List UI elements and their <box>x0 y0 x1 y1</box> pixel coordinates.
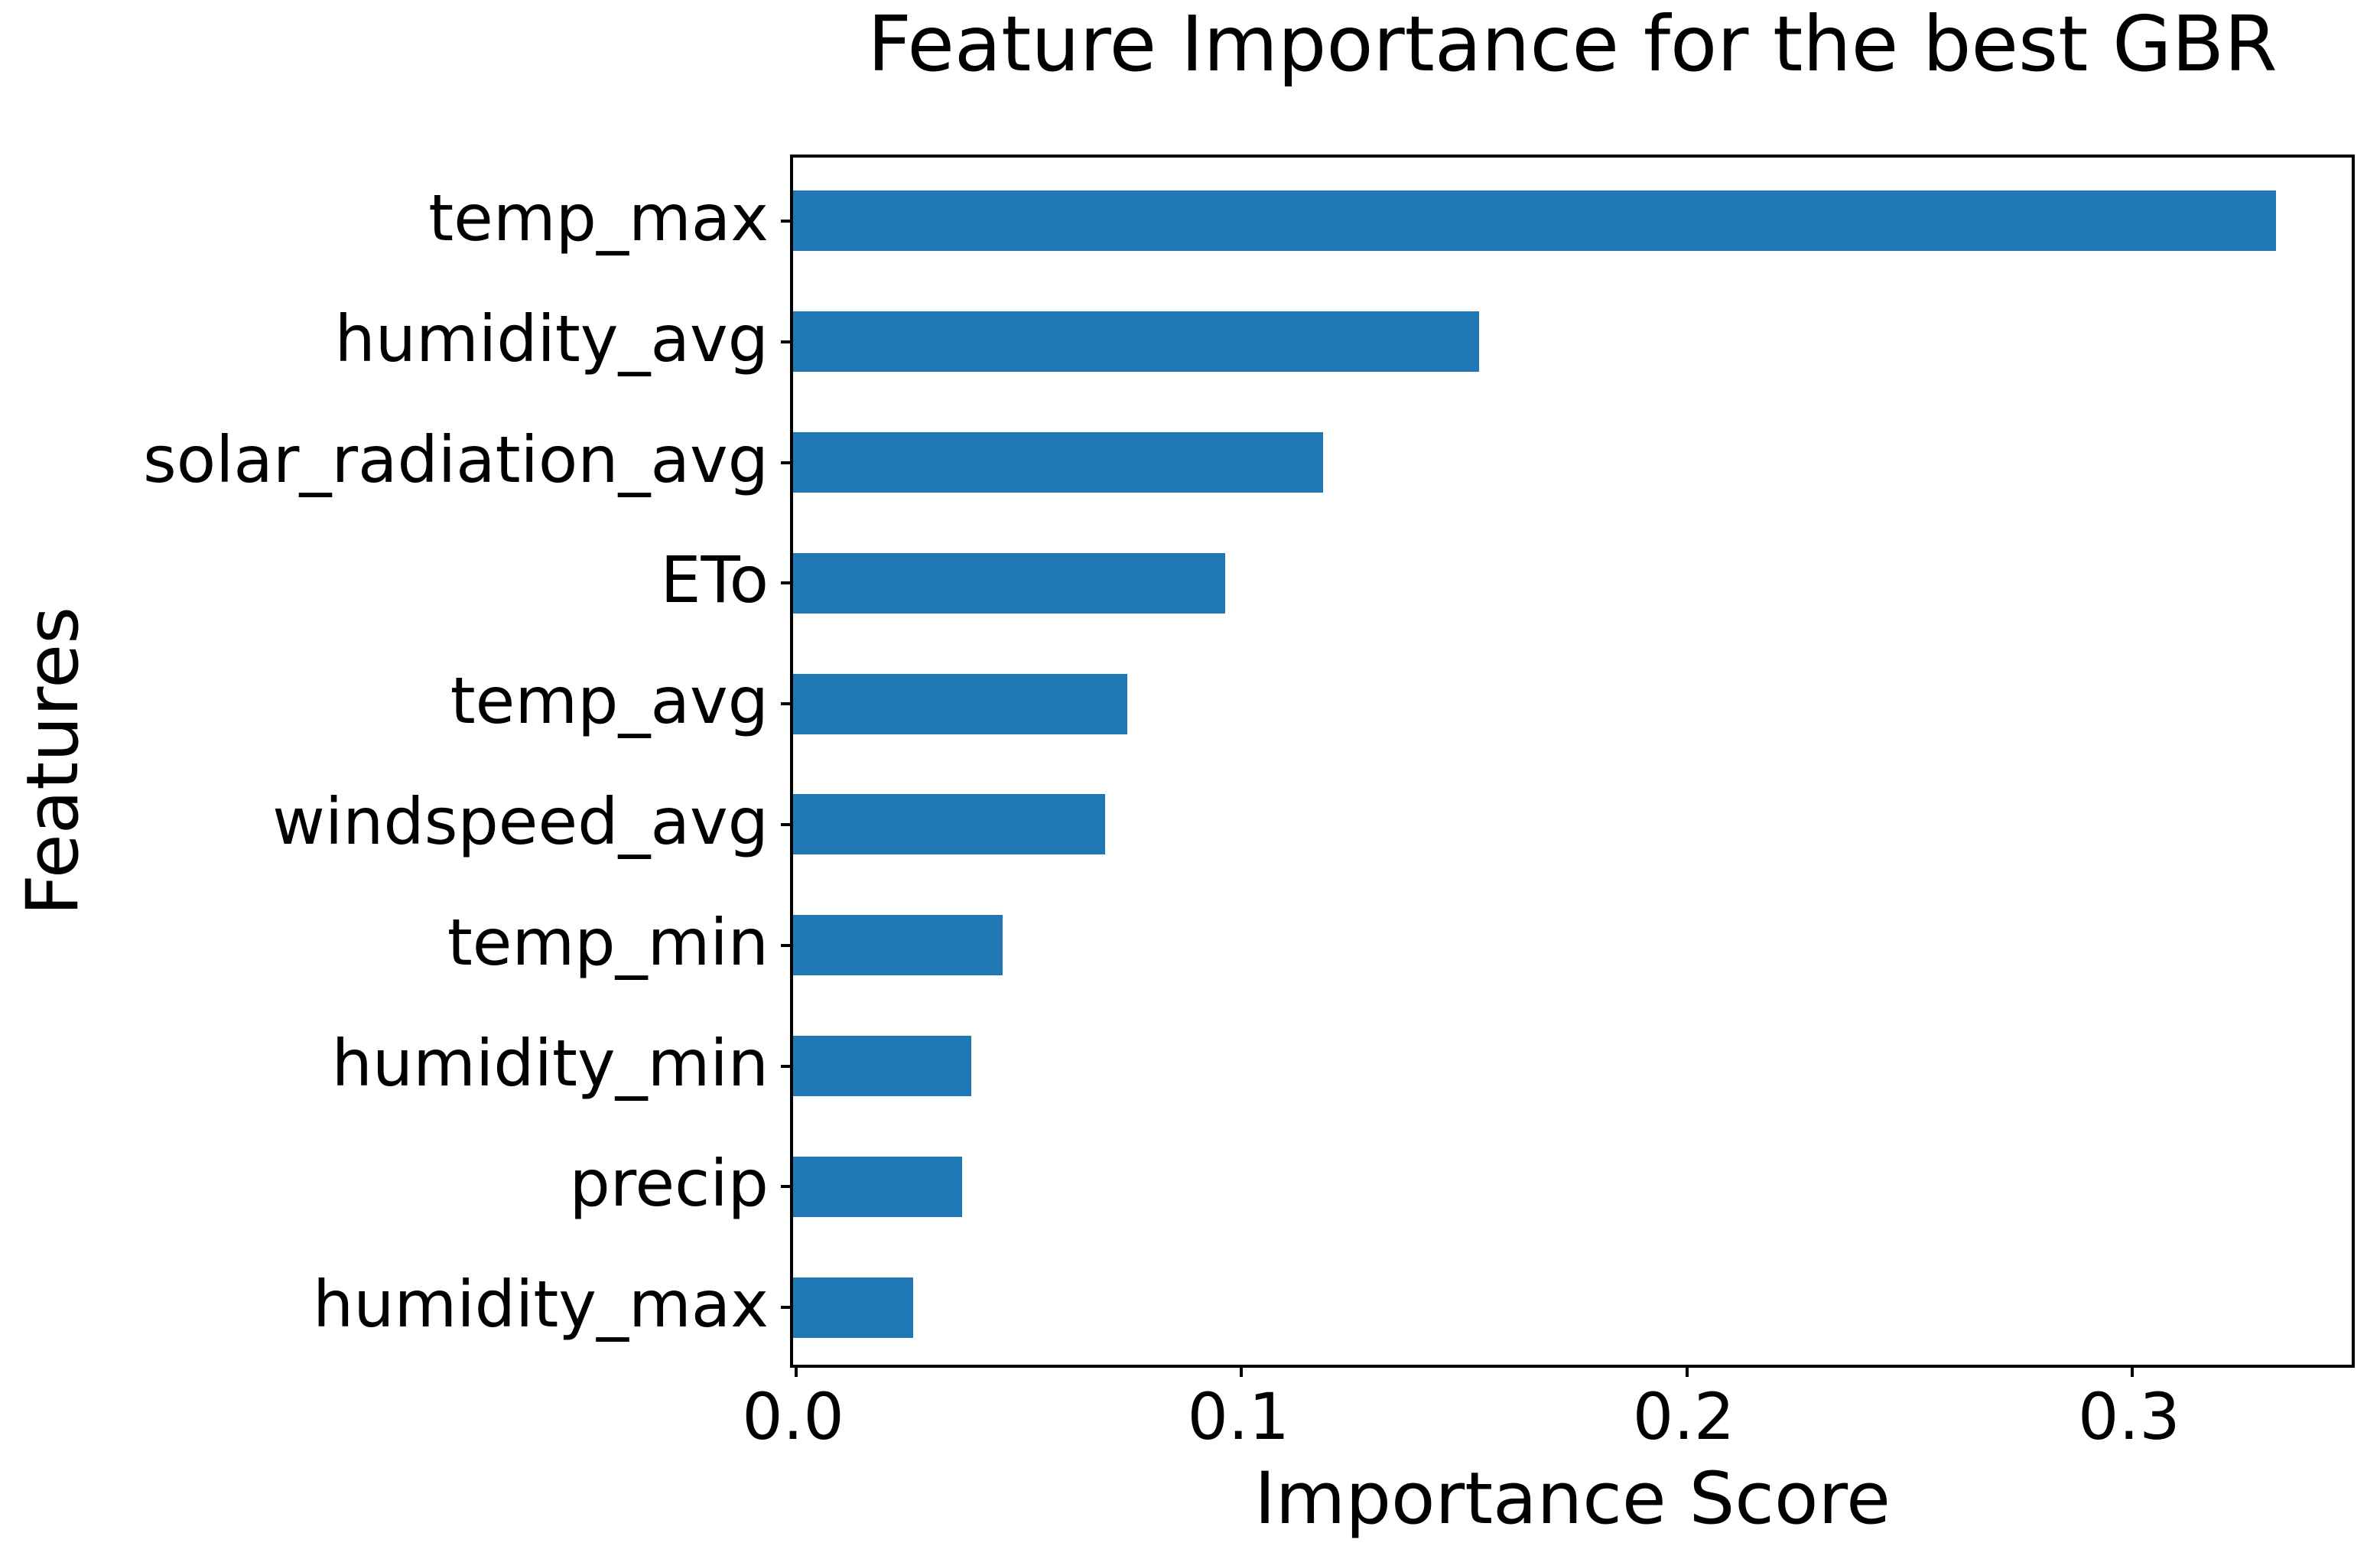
x-tick-label: 0.3 <box>2078 1379 2180 1454</box>
chart-title: Feature Importance for the best GBR <box>867 0 2278 89</box>
y-tick-label: solar_radiation_avg <box>142 421 769 497</box>
bar-ETo <box>793 552 1225 614</box>
bar-windspeed_avg <box>793 794 1105 855</box>
x-axis-label: Importance Score <box>1254 1457 1891 1541</box>
y-tick-label: humidity_avg <box>334 301 769 376</box>
y-tick-label: humidity_min <box>331 1025 769 1101</box>
x-tick-mark <box>2130 1365 2134 1377</box>
y-tick-label: temp_avg <box>450 663 769 739</box>
y-tick-mark <box>781 822 793 826</box>
bar-solar_radiation_avg <box>793 432 1323 493</box>
x-tick-mark <box>1685 1365 1689 1377</box>
y-tick-mark <box>781 219 793 223</box>
bar-temp_avg <box>793 673 1127 734</box>
y-tick-mark <box>781 581 793 585</box>
y-tick-label: temp_max <box>428 180 769 255</box>
y-tick-mark <box>781 461 793 464</box>
bar-humidity_avg <box>793 311 1479 373</box>
y-tick-mark <box>781 1185 793 1189</box>
y-tick-label: precip <box>569 1146 769 1222</box>
y-tick-label: temp_min <box>447 904 769 980</box>
x-tick-mark <box>795 1365 798 1377</box>
bar-temp_min <box>793 915 1003 976</box>
bar-precip <box>793 1156 962 1217</box>
y-tick-mark <box>781 340 793 343</box>
bar-humidity_min <box>793 1036 971 1096</box>
y-tick-mark <box>781 1064 793 1068</box>
x-tick-label: 0.0 <box>742 1379 844 1454</box>
y-tick-label: windspeed_avg <box>272 783 769 859</box>
bar-temp_max <box>793 190 2276 252</box>
x-tick-mark <box>1240 1365 1244 1377</box>
y-tick-mark <box>781 943 793 947</box>
y-tick-mark <box>781 1306 793 1310</box>
plot-area <box>781 155 2355 1377</box>
x-tick-label: 0.1 <box>1187 1379 1290 1454</box>
y-tick-mark <box>781 702 793 706</box>
y-tick-label: humidity_max <box>313 1267 769 1343</box>
bar-humidity_max <box>793 1277 913 1338</box>
x-tick-label: 0.2 <box>1632 1379 1735 1454</box>
y-tick-label: ETo <box>660 542 769 618</box>
